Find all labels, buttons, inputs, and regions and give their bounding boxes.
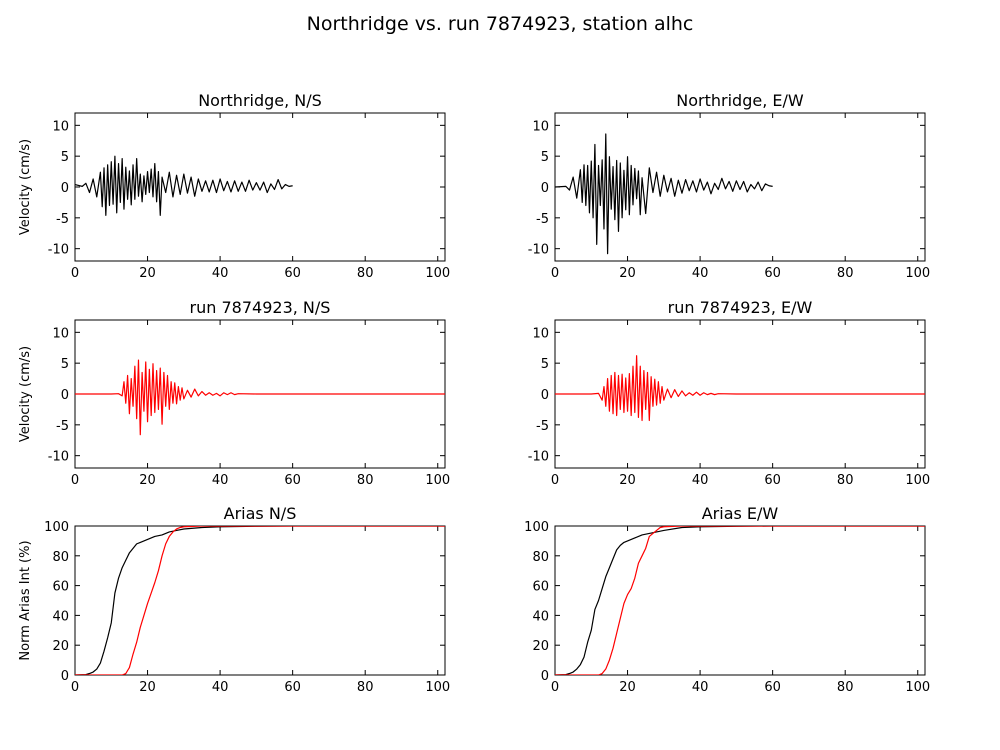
x-tick-label: 0 <box>71 266 79 281</box>
y-tick-label: 10 <box>532 326 549 341</box>
y-tick-label: 0 <box>61 388 69 403</box>
y-tick-label: 5 <box>61 150 69 165</box>
panel-ew_sim: 0 20 40 60 80 100 10 5 0 -5 -10 run 7874923, E/W <box>528 298 930 488</box>
y-tick-label: -10 <box>48 243 69 258</box>
y-tick-label: -5 <box>56 212 69 227</box>
x-tick-label: 20 <box>139 266 156 281</box>
y-tick-label: -5 <box>536 419 549 434</box>
x-tick-label: 80 <box>357 473 374 488</box>
figure-suptitle: Northridge vs. run 7874923, station alhc <box>307 13 694 35</box>
panel-arias_ns: 0 20 40 60 80 100 100 80 60 40 20 0 Arias N/S Norm Ar… <box>18 504 450 695</box>
panel-title: Arias N/S <box>224 504 297 523</box>
y-tick-label: 60 <box>532 580 549 595</box>
axes-frame <box>554 525 926 676</box>
x-tick-label: 40 <box>212 680 229 695</box>
x-tick-label: 0 <box>71 473 79 488</box>
y-tick-label: -5 <box>536 212 549 227</box>
x-tick-label: 60 <box>764 266 781 281</box>
y-tick-label: 0 <box>541 388 549 403</box>
panel-ew_obs: 0 20 40 60 80 100 10 5 0 -5 -10 Northridge, E/W <box>528 91 930 281</box>
x-tick-label: 60 <box>764 473 781 488</box>
x-tick-label: 100 <box>425 680 450 695</box>
x-tick-label: 60 <box>284 680 301 695</box>
series-line-observed <box>75 526 445 675</box>
x-tick-label: 80 <box>837 473 854 488</box>
x-tick-label: 40 <box>692 473 709 488</box>
y-tick-label: 100 <box>44 520 69 535</box>
y-tick-label: 10 <box>532 119 549 134</box>
x-tick-label: 0 <box>551 266 559 281</box>
y-tick-label: 0 <box>61 669 69 684</box>
y-tick-label: -10 <box>48 450 69 465</box>
panel-title: Arias E/W <box>702 504 779 523</box>
x-tick-label: 100 <box>425 473 450 488</box>
y-tick-label: 5 <box>541 357 549 372</box>
panel-arias_ew: 0 20 40 60 80 100 100 80 60 40 20 0 Arias E/W <box>524 504 930 695</box>
x-tick-label: 40 <box>692 266 709 281</box>
y-tick-label: 0 <box>541 181 549 196</box>
x-tick-label: 20 <box>619 473 636 488</box>
x-tick-label: 0 <box>71 680 79 695</box>
x-tick-label: 40 <box>212 473 229 488</box>
y-tick-label: 0 <box>541 669 549 684</box>
series-line-simulated <box>75 359 445 436</box>
y-axis-label: Velocity (cm/s) <box>18 346 33 442</box>
x-tick-label: 100 <box>905 680 930 695</box>
x-tick-label: 40 <box>692 680 709 695</box>
panel-title: Northridge, E/W <box>676 91 804 110</box>
y-tick-label: -10 <box>528 243 549 258</box>
x-tick-label: 0 <box>551 473 559 488</box>
x-tick-label: 20 <box>139 680 156 695</box>
x-tick-label: 0 <box>551 680 559 695</box>
x-tick-label: 100 <box>425 266 450 281</box>
y-tick-label: 80 <box>532 550 549 565</box>
panel-title: run 7874923, E/W <box>668 298 813 317</box>
series-line-simulated <box>555 526 925 675</box>
y-tick-label: 10 <box>52 326 69 341</box>
series-line-observed <box>555 133 773 255</box>
x-tick-label: 20 <box>139 473 156 488</box>
y-tick-label: -5 <box>56 419 69 434</box>
y-axis-label: Velocity (cm/s) <box>18 139 33 235</box>
x-tick-label: 60 <box>284 266 301 281</box>
x-tick-label: 20 <box>619 266 636 281</box>
panel-ns_obs: 0 20 40 60 80 100 10 5 0 -5 -10 Northridge, N/S Velo… <box>18 91 450 281</box>
y-tick-label: 40 <box>532 609 549 624</box>
panel-ns_sim: 0 20 40 60 80 100 10 5 0 -5 -10 run 7874923, N/S Vel… <box>18 298 450 488</box>
series-line-simulated <box>75 526 445 675</box>
y-axis-label: Norm Arias Int (%) <box>18 540 33 660</box>
x-tick-label: 80 <box>837 680 854 695</box>
x-tick-label: 60 <box>284 473 301 488</box>
x-tick-label: 100 <box>905 266 930 281</box>
y-tick-label: 60 <box>52 580 69 595</box>
y-tick-label: 10 <box>52 119 69 134</box>
y-tick-label: 0 <box>61 181 69 196</box>
series-line-observed <box>555 526 925 675</box>
x-tick-label: 60 <box>764 680 781 695</box>
panel-title: run 7874923, N/S <box>190 298 331 317</box>
axes-frame <box>74 112 446 262</box>
x-tick-label: 80 <box>837 266 854 281</box>
x-tick-label: 80 <box>357 680 374 695</box>
y-tick-label: -10 <box>528 450 549 465</box>
x-tick-label: 100 <box>905 473 930 488</box>
y-tick-label: 5 <box>61 357 69 372</box>
y-tick-label: 80 <box>52 550 69 565</box>
x-tick-label: 80 <box>357 266 374 281</box>
axes-frame <box>74 525 446 676</box>
y-tick-label: 20 <box>532 639 549 654</box>
x-tick-label: 40 <box>212 266 229 281</box>
series-line-observed <box>75 155 293 216</box>
x-tick-label: 20 <box>619 680 636 695</box>
y-tick-label: 20 <box>52 639 69 654</box>
y-tick-label: 5 <box>541 150 549 165</box>
series-line-simulated <box>555 355 925 422</box>
panel-title: Northridge, N/S <box>198 91 322 110</box>
y-tick-label: 40 <box>52 609 69 624</box>
y-tick-label: 100 <box>524 520 549 535</box>
